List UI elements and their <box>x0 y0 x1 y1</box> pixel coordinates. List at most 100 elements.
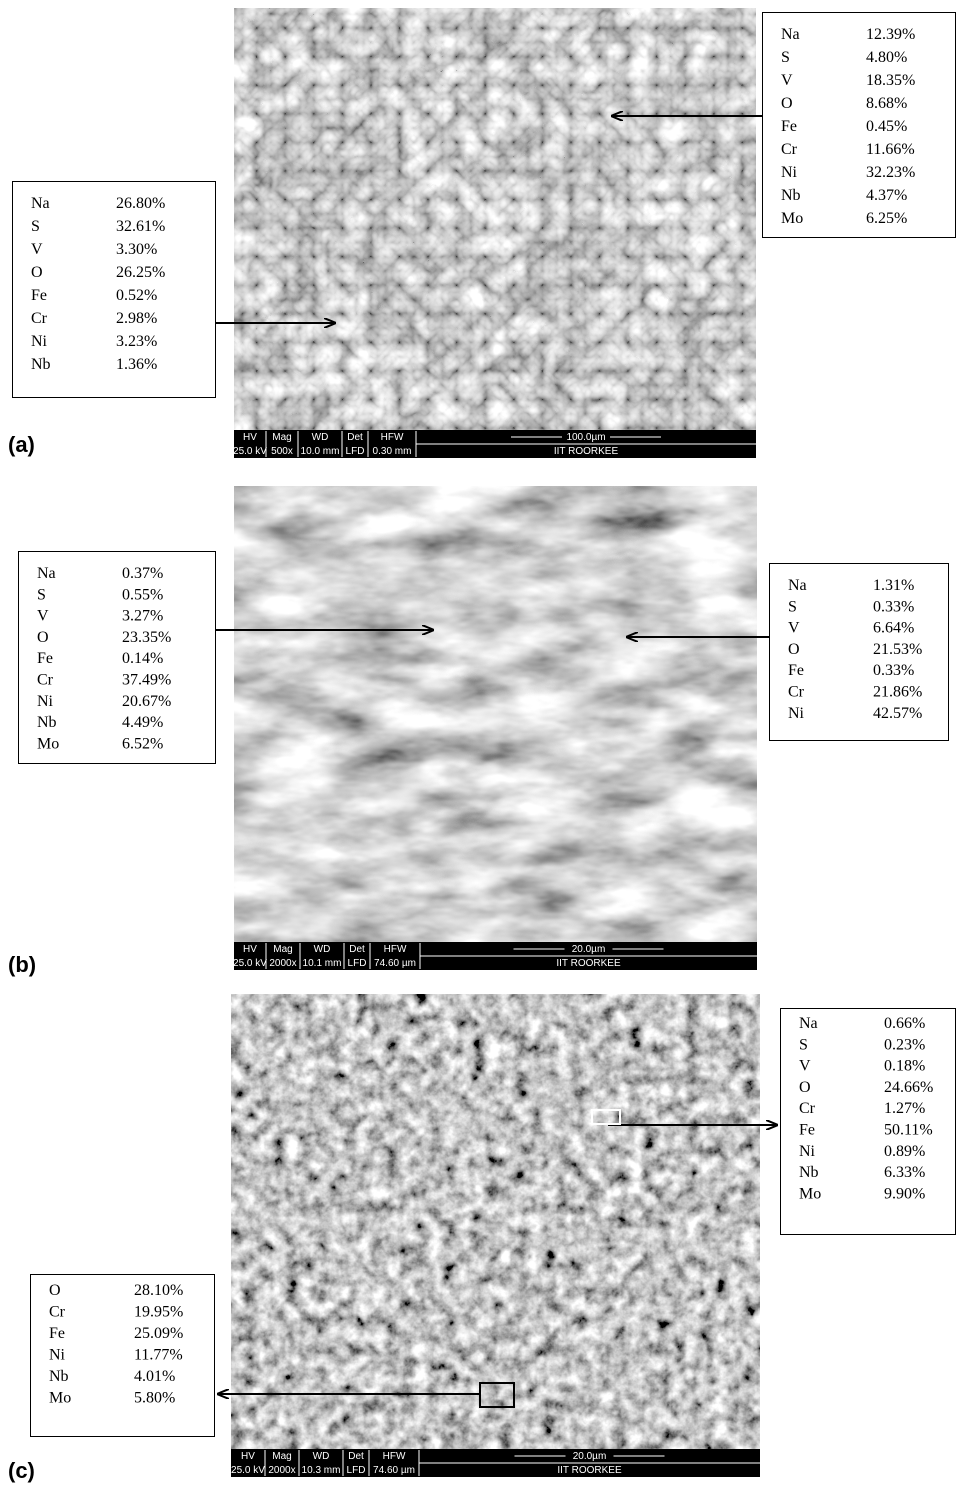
percentage: 3.23% <box>116 333 157 350</box>
element: Fe <box>788 662 804 679</box>
info-label: Det <box>348 1451 364 1462</box>
percentage: 20.67% <box>122 693 171 710</box>
info-value: LFD <box>348 958 367 969</box>
info-value: LFD <box>346 446 365 457</box>
percentage: 26.80% <box>116 195 165 212</box>
info-label: Mag <box>272 432 291 443</box>
info-label: HV <box>243 432 257 443</box>
percentage: 3.30% <box>116 241 157 258</box>
element: Mo <box>37 735 59 752</box>
info-label: WD <box>313 1451 330 1462</box>
element: Ni <box>799 1143 816 1160</box>
element: V <box>781 72 793 89</box>
info-label: WD <box>312 432 329 443</box>
element: S <box>799 1036 808 1053</box>
element: Nb <box>37 714 57 731</box>
figure: HV25.0 kVMag500xWD10.0 mmDetLFDHFW0.30 m… <box>0 0 957 1488</box>
element: Fe <box>781 118 797 135</box>
institution: IIT ROORKEE <box>557 1465 622 1476</box>
percentage: 26.25% <box>116 264 165 281</box>
element: V <box>788 620 800 637</box>
element: S <box>37 586 46 603</box>
institution: IIT ROORKEE <box>556 958 621 969</box>
element: Cr <box>788 684 805 701</box>
percentage: 1.31% <box>873 577 914 594</box>
element: S <box>788 598 797 615</box>
info-value: 25.0 kV <box>231 1465 265 1476</box>
percentage: 4.01% <box>134 1368 175 1385</box>
percentage: 32.61% <box>116 218 165 235</box>
percentage: 1.27% <box>884 1100 925 1117</box>
element: V <box>37 608 49 625</box>
percentage: 21.53% <box>873 641 922 658</box>
info-label: HFW <box>384 944 407 955</box>
info-label: HFW <box>381 432 404 443</box>
info-value: 500x <box>271 446 293 457</box>
percentage: 6.33% <box>884 1164 925 1181</box>
element: Mo <box>781 210 803 227</box>
percentage: 32.23% <box>866 164 915 181</box>
element: Cr <box>37 672 54 689</box>
element: Cr <box>49 1304 66 1321</box>
percentage: 5.80% <box>134 1390 175 1407</box>
percentage: 4.37% <box>866 187 907 204</box>
info-value: 10.0 mm <box>301 446 340 457</box>
element: O <box>31 264 43 281</box>
percentage: 1.36% <box>116 356 157 373</box>
element: Mo <box>49 1390 71 1407</box>
percentage: 0.55% <box>122 586 163 603</box>
element: Fe <box>49 1325 65 1342</box>
percentage: 23.35% <box>122 629 171 646</box>
panel: HV25.0 kVMag2000xWD10.1 mmDetLFDHFW74.60… <box>8 486 949 977</box>
percentage: 6.52% <box>122 735 163 752</box>
info-label: Det <box>349 944 365 955</box>
percentage: 0.66% <box>884 1015 925 1032</box>
element: Fe <box>799 1122 815 1139</box>
info-value: 25.0 kV <box>233 446 267 457</box>
percentage: 8.68% <box>866 95 907 112</box>
info-label: Det <box>347 432 363 443</box>
percentage: 6.64% <box>873 620 914 637</box>
element: Cr <box>799 1100 816 1117</box>
percentage: 28.10% <box>134 1282 183 1299</box>
scale-text: 20.0µm <box>572 944 606 955</box>
sem-image <box>234 486 757 942</box>
element: Na <box>37 565 56 582</box>
percentage: 12.39% <box>866 26 915 43</box>
info-value: LFD <box>347 1465 366 1476</box>
percentage: 4.49% <box>122 714 163 731</box>
element: Cr <box>31 310 48 327</box>
element: V <box>31 241 43 258</box>
percentage: 0.23% <box>884 1036 925 1053</box>
info-label: Mag <box>273 944 292 955</box>
info-label: HV <box>241 1451 255 1462</box>
info-label: Mag <box>272 1451 291 1462</box>
element: Ni <box>31 333 48 350</box>
element: Ni <box>49 1347 66 1364</box>
percentage: 25.09% <box>134 1325 183 1342</box>
info-value: 10.1 mm <box>303 958 342 969</box>
info-value: 10.3 mm <box>302 1465 341 1476</box>
percentage: 3.27% <box>122 608 163 625</box>
element: Na <box>788 577 807 594</box>
element: Fe <box>37 650 53 667</box>
element: O <box>799 1079 811 1096</box>
info-label: WD <box>314 944 331 955</box>
element: Na <box>31 195 50 212</box>
percentage: 37.49% <box>122 672 171 689</box>
percentage: 6.25% <box>866 210 907 227</box>
percentage: 2.98% <box>116 310 157 327</box>
element: Nb <box>799 1164 819 1181</box>
percentage: 24.66% <box>884 1079 933 1096</box>
element: Ni <box>781 164 798 181</box>
scale-text: 20.0µm <box>573 1451 607 1462</box>
element: Cr <box>781 141 798 158</box>
institution: IIT ROORKEE <box>554 446 619 457</box>
percentage: 21.86% <box>873 684 922 701</box>
percentage: 50.11% <box>884 1122 933 1139</box>
element: Nb <box>49 1368 69 1385</box>
element: Ni <box>37 693 54 710</box>
element: Nb <box>781 187 801 204</box>
element: S <box>781 49 790 66</box>
